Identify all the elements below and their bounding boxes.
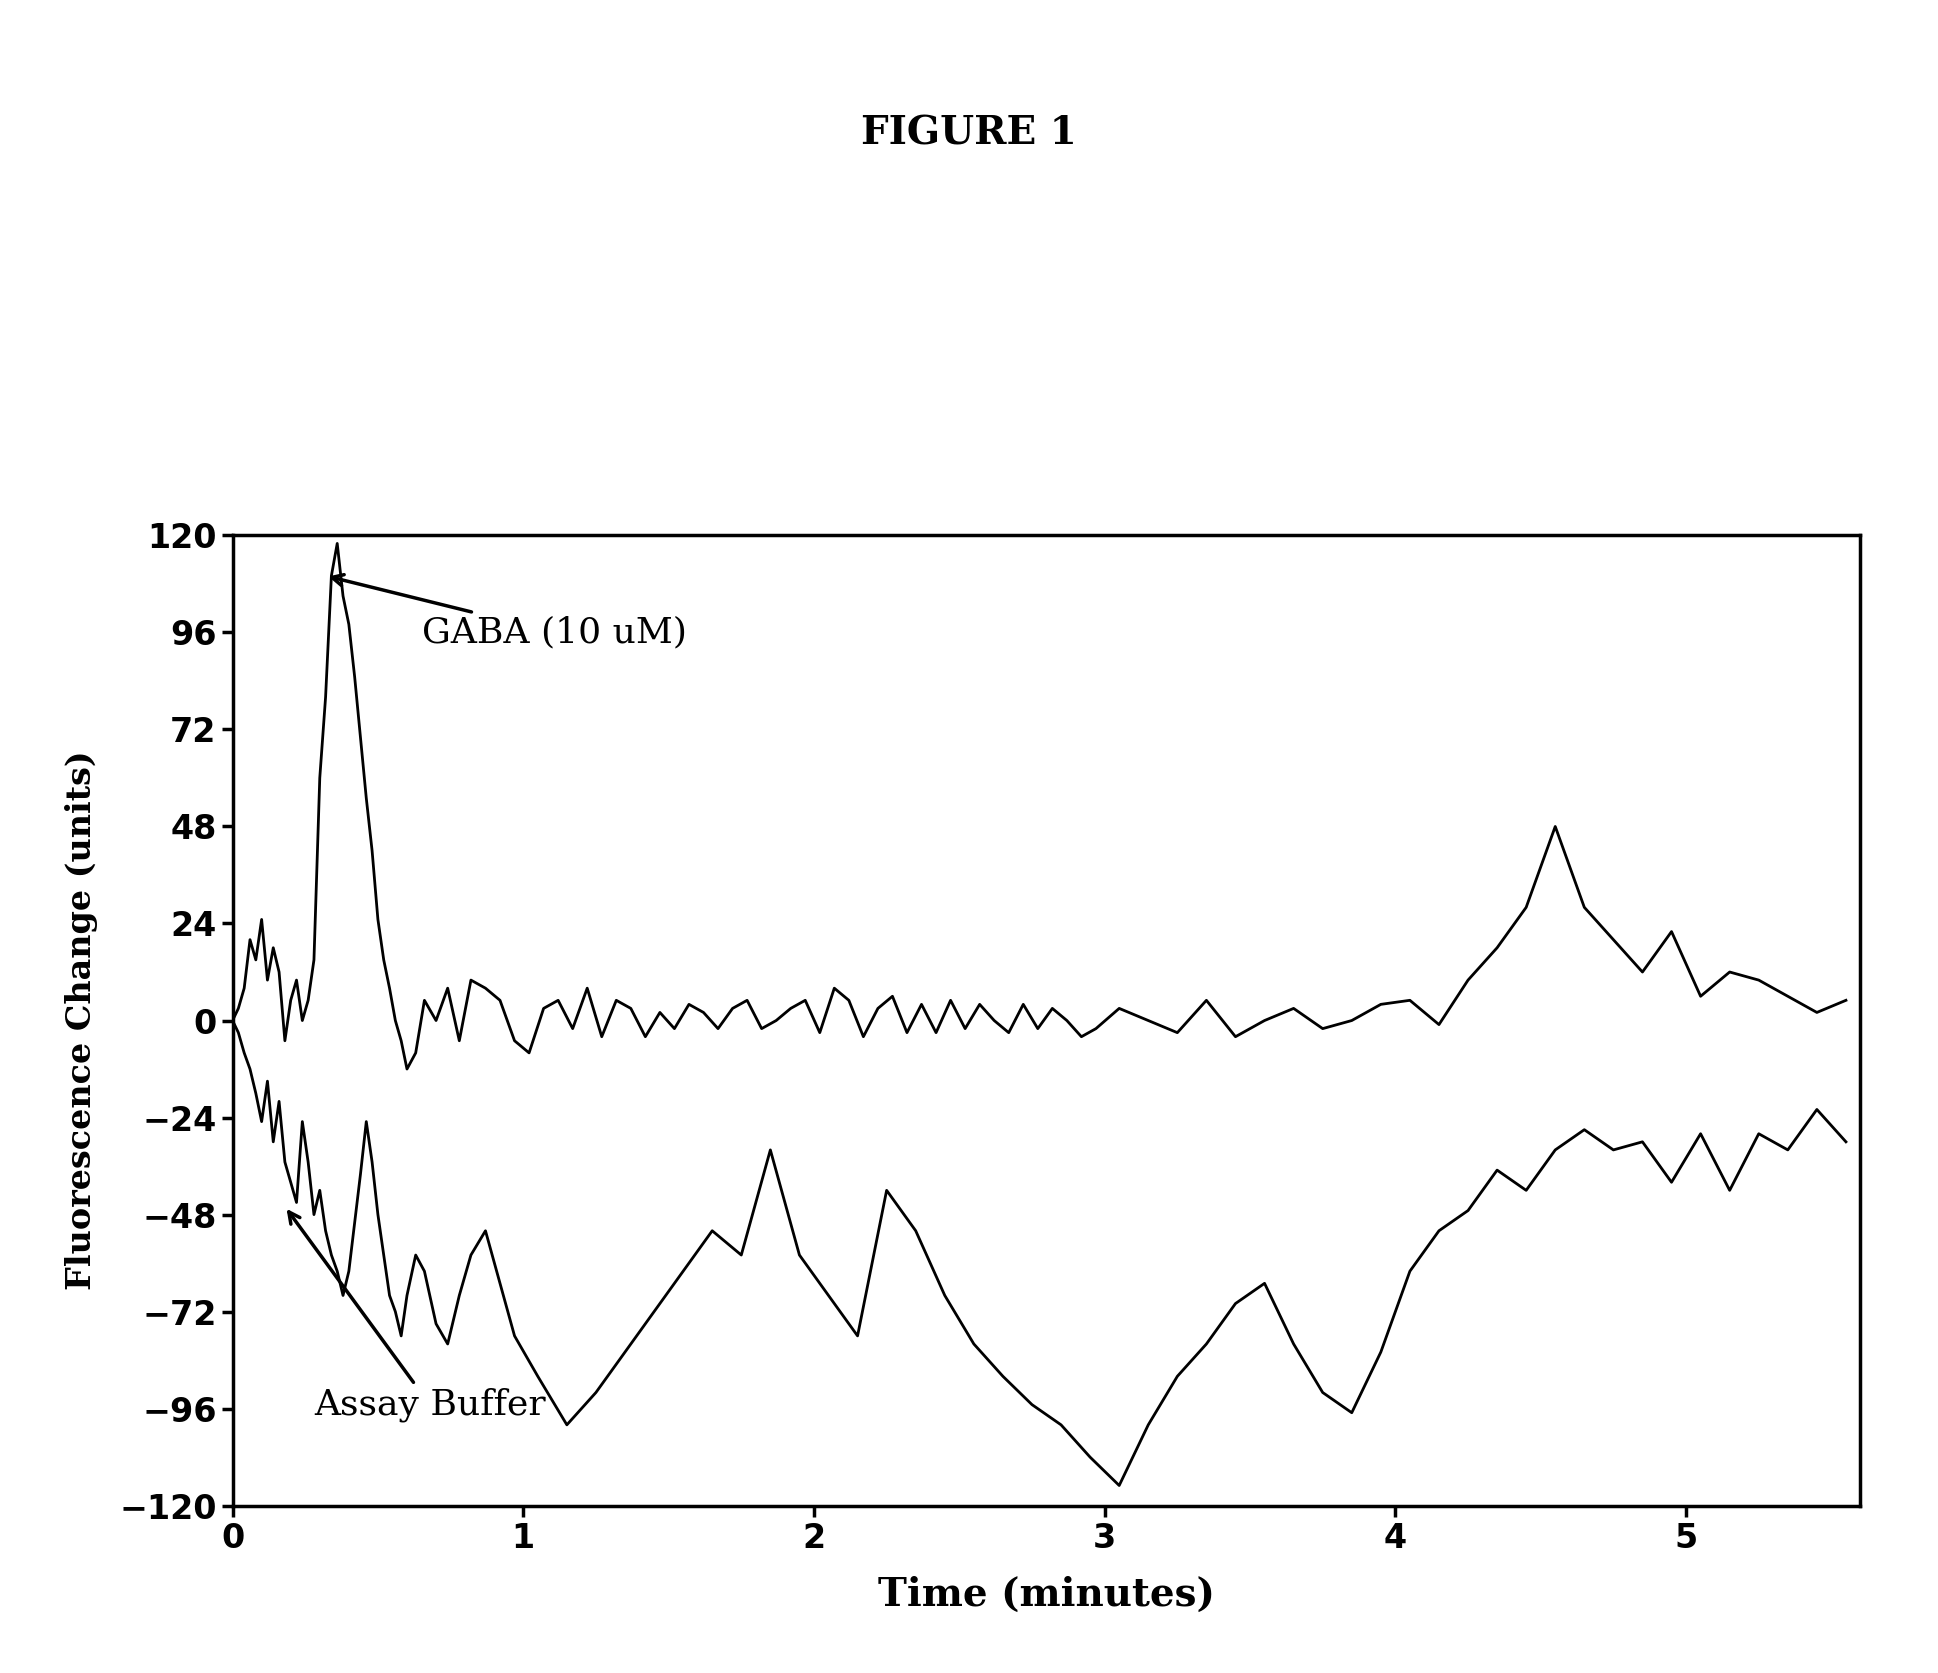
Y-axis label: Fluorescence Change (units): Fluorescence Change (units) xyxy=(66,751,99,1290)
Text: GABA (10 uM): GABA (10 uM) xyxy=(331,574,686,649)
Text: FIGURE 1: FIGURE 1 xyxy=(860,115,1078,152)
Text: Assay Buffer: Assay Buffer xyxy=(289,1211,547,1422)
X-axis label: Time (minutes): Time (minutes) xyxy=(878,1576,1215,1613)
